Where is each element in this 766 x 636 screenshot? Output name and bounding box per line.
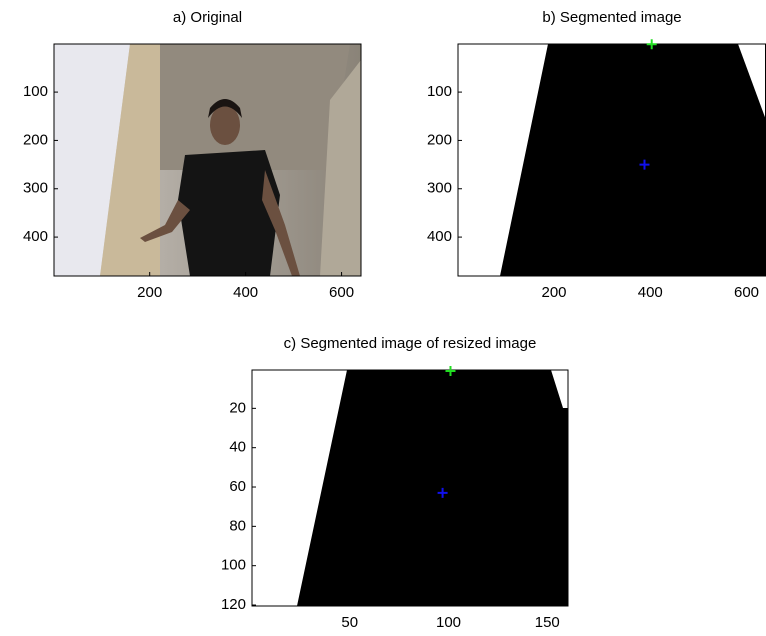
x-tick-label: 400 bbox=[638, 284, 663, 301]
y-tick-label: 300 bbox=[427, 180, 452, 197]
axes-box bbox=[251, 369, 569, 607]
x-tick-label: 100 bbox=[436, 614, 461, 631]
y-tick-label: 60 bbox=[229, 478, 246, 495]
axes-box bbox=[53, 43, 362, 277]
x-tick-label: 200 bbox=[137, 284, 162, 301]
marker bbox=[445, 365, 456, 376]
marker bbox=[639, 159, 650, 170]
x-tick-label: 200 bbox=[541, 284, 566, 301]
y-tick-label: 80 bbox=[229, 517, 246, 534]
chart-title: c) Segmented image of resized image bbox=[284, 335, 537, 352]
x-tick-label: 400 bbox=[233, 284, 258, 301]
y-tick-label: 100 bbox=[221, 557, 246, 574]
x-tick-label: 150 bbox=[535, 614, 560, 631]
y-tick-label: 200 bbox=[23, 131, 48, 148]
segmentation bbox=[458, 44, 766, 276]
y-tick-label: 400 bbox=[23, 228, 48, 245]
segmentation bbox=[252, 370, 568, 606]
y-tick-label: 400 bbox=[427, 228, 452, 245]
y-tick-label: 40 bbox=[229, 439, 246, 456]
y-tick-label: 200 bbox=[427, 131, 452, 148]
marker bbox=[646, 39, 657, 50]
y-tick-label: 300 bbox=[23, 180, 48, 197]
marker bbox=[437, 487, 448, 498]
y-tick-label: 100 bbox=[23, 83, 48, 100]
y-tick-label: 20 bbox=[229, 399, 246, 416]
x-tick-label: 600 bbox=[329, 284, 354, 301]
y-tick-label: 120 bbox=[221, 596, 246, 613]
x-tick-label: 600 bbox=[734, 284, 759, 301]
photo bbox=[54, 44, 361, 276]
y-tick-label: 100 bbox=[427, 83, 452, 100]
x-tick-label: 50 bbox=[341, 614, 358, 631]
chart-title: b) Segmented image bbox=[542, 9, 681, 26]
chart-title: a) Original bbox=[173, 9, 242, 26]
